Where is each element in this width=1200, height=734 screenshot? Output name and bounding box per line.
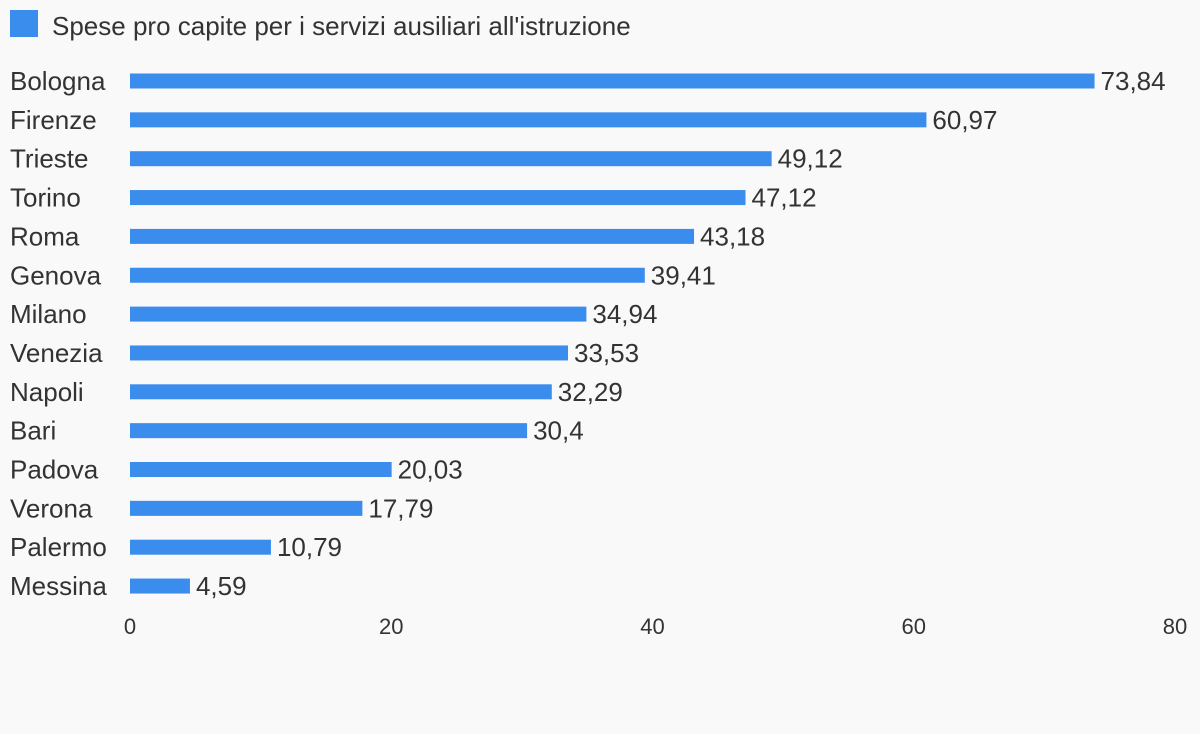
category-label: Padova: [10, 455, 99, 485]
data-label: 10,79: [277, 532, 342, 562]
data-label: 43,18: [700, 221, 765, 251]
bar[interactable]: [130, 345, 568, 361]
bar[interactable]: [130, 306, 587, 322]
x-tick-label: 40: [640, 614, 664, 639]
category-label: Napoli: [10, 377, 84, 407]
legend-swatch: [10, 10, 38, 37]
data-label: 4,59: [196, 571, 247, 601]
bar[interactable]: [130, 267, 645, 283]
category-label: Roma: [10, 221, 80, 251]
data-label: 32,29: [558, 377, 623, 407]
data-label: 33,53: [574, 338, 639, 368]
category-label: Bari: [10, 416, 56, 446]
bar[interactable]: [130, 462, 392, 477]
bar[interactable]: [130, 228, 695, 244]
bar[interactable]: [130, 190, 746, 206]
category-label: Messina: [10, 571, 107, 601]
data-label: 17,79: [368, 493, 433, 523]
data-label: 34,94: [592, 299, 657, 329]
data-label: 39,41: [651, 260, 716, 290]
category-label: Firenze: [10, 105, 97, 135]
x-tick-label: 60: [902, 614, 926, 639]
legend-label: Spese pro capite per i servizi ausiliari…: [52, 11, 631, 41]
category-label: Verona: [10, 493, 93, 523]
bar[interactable]: [130, 539, 271, 555]
data-label: 47,12: [752, 183, 817, 213]
category-label: Trieste: [10, 144, 89, 174]
bar[interactable]: [130, 151, 772, 167]
category-label: Milano: [10, 299, 87, 329]
category-label: Palermo: [10, 532, 107, 562]
bar[interactable]: [130, 423, 528, 439]
data-label: 20,03: [398, 455, 463, 485]
bar[interactable]: [130, 112, 927, 128]
data-label: 30,4: [533, 416, 584, 446]
bar[interactable]: [130, 73, 1095, 89]
data-label: 49,12: [778, 144, 843, 174]
category-label: Genova: [10, 260, 102, 290]
bar[interactable]: [130, 500, 363, 516]
x-tick-label: 20: [379, 614, 403, 639]
bar[interactable]: [130, 384, 552, 400]
category-label: Bologna: [10, 66, 106, 96]
x-tick-label: 80: [1163, 614, 1187, 639]
category-label: Torino: [10, 183, 81, 213]
category-label: Venezia: [10, 338, 103, 368]
data-label: 73,84: [1101, 66, 1166, 96]
data-label: 60,97: [932, 105, 997, 135]
bar[interactable]: [130, 578, 190, 594]
x-tick-label: 0: [124, 614, 136, 639]
